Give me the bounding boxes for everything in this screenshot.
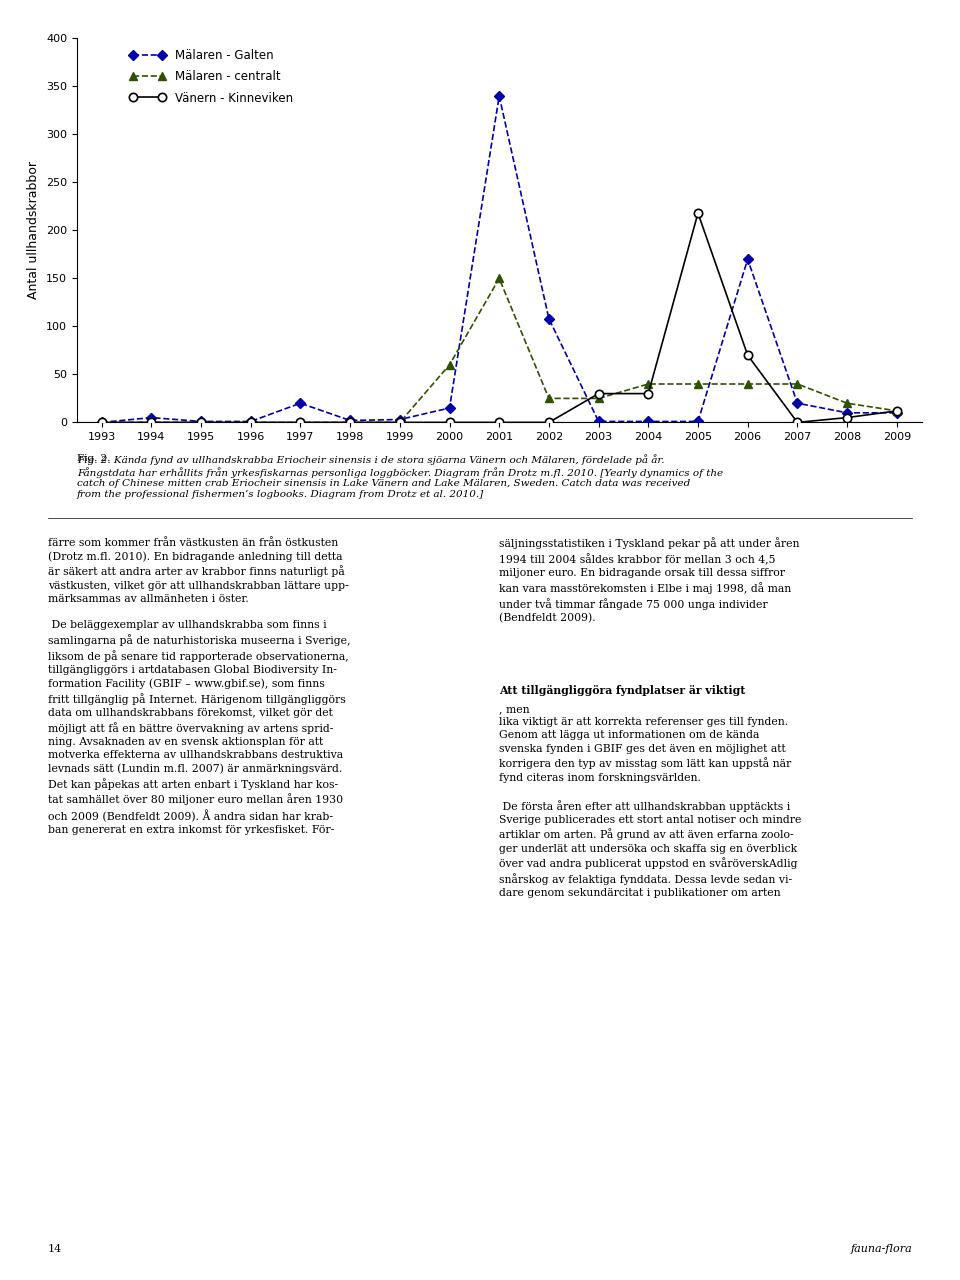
Text: Fig. 2.: Fig. 2.	[77, 454, 113, 463]
Mälaren - Galten	[543, 311, 555, 326]
Vänern - Kinneviken	[245, 415, 256, 430]
Mälaren - Galten	[295, 396, 306, 411]
Mälaren - Galten	[841, 404, 852, 420]
Mälaren - Galten	[394, 412, 405, 428]
Text: 14: 14	[48, 1244, 62, 1254]
Mälaren - Galten	[96, 415, 108, 430]
Vänern - Kinneviken	[593, 387, 605, 402]
Line: Mälaren - centralt: Mälaren - centralt	[98, 274, 900, 426]
Mälaren - centralt	[891, 403, 902, 419]
Vänern - Kinneviken	[792, 415, 804, 430]
Mälaren - Galten	[195, 413, 206, 429]
Mälaren - Galten	[891, 404, 902, 420]
Vänern - Kinneviken	[195, 415, 206, 430]
Mälaren - centralt	[295, 415, 306, 430]
Vänern - Kinneviken	[295, 415, 306, 430]
Mälaren - Galten	[146, 410, 157, 425]
Text: , men
lika viktigt är att korrekta referenser ges till fynden.
Genom att lägga u: , men lika viktigt är att korrekta refer…	[499, 704, 802, 899]
Mälaren - Galten	[792, 396, 804, 411]
Vänern - Kinneviken	[891, 403, 902, 419]
Mälaren - centralt	[444, 357, 455, 372]
Vänern - Kinneviken	[96, 415, 108, 430]
Mälaren - Galten	[444, 401, 455, 416]
Vänern - Kinneviken	[642, 387, 654, 402]
Mälaren - centralt	[543, 390, 555, 406]
Mälaren - Galten	[692, 413, 704, 429]
Text: färre som kommer från västkusten än från östkusten
(Drotz m.fl. 2010). En bidrag: färre som kommer från västkusten än från…	[48, 538, 350, 836]
Mälaren - centralt	[345, 415, 356, 430]
Mälaren - centralt	[146, 415, 157, 430]
Vänern - Kinneviken	[444, 415, 455, 430]
Mälaren - centralt	[742, 376, 754, 392]
Vänern - Kinneviken	[692, 206, 704, 221]
Mälaren - centralt	[96, 415, 108, 430]
Vänern - Kinneviken	[146, 415, 157, 430]
Vänern - Kinneviken	[742, 347, 754, 364]
Legend: Mälaren - Galten, Mälaren - centralt, Vänern - Kinneviken: Mälaren - Galten, Mälaren - centralt, Vä…	[125, 45, 298, 109]
Vänern - Kinneviken	[345, 415, 356, 430]
Mälaren - centralt	[792, 376, 804, 392]
Vänern - Kinneviken	[543, 415, 555, 430]
Text: säljningsstatistiken i Tyskland pekar på att under åren
1994 till 2004 såldes kr: säljningsstatistiken i Tyskland pekar på…	[499, 538, 800, 623]
Mälaren - centralt	[195, 415, 206, 430]
Vänern - Kinneviken	[841, 410, 852, 425]
Y-axis label: Antal ullhandskrabbor: Antal ullhandskrabbor	[28, 161, 40, 300]
Mälaren - centralt	[841, 396, 852, 411]
Mälaren - Galten	[345, 412, 356, 428]
Mälaren - centralt	[593, 390, 605, 406]
Text: Att tillgängliggöra fyndplatser är viktigt: Att tillgängliggöra fyndplatser är vikti…	[499, 685, 746, 696]
Mälaren - centralt	[493, 270, 505, 285]
Vänern - Kinneviken	[394, 415, 405, 430]
Mälaren - Galten	[593, 413, 605, 429]
Mälaren - centralt	[394, 415, 405, 430]
Text: Fig. 2. Kända fynd av ullhandskrabba Eriocheir sinensis i de stora sjöarna Väner: Fig. 2. Kända fynd av ullhandskrabba Eri…	[77, 454, 723, 498]
Mälaren - Galten	[493, 88, 505, 104]
Line: Mälaren - Galten: Mälaren - Galten	[98, 92, 900, 426]
Text: fauna­flora: fauna­flora	[851, 1244, 912, 1254]
Mälaren - Galten	[245, 413, 256, 429]
Vänern - Kinneviken	[493, 415, 505, 430]
Mälaren - Galten	[742, 251, 754, 268]
Line: Vänern - Kinneviken: Vänern - Kinneviken	[98, 209, 900, 426]
Mälaren - centralt	[245, 415, 256, 430]
Mälaren - Galten	[642, 413, 654, 429]
Mälaren - centralt	[642, 376, 654, 392]
Mälaren - centralt	[692, 376, 704, 392]
